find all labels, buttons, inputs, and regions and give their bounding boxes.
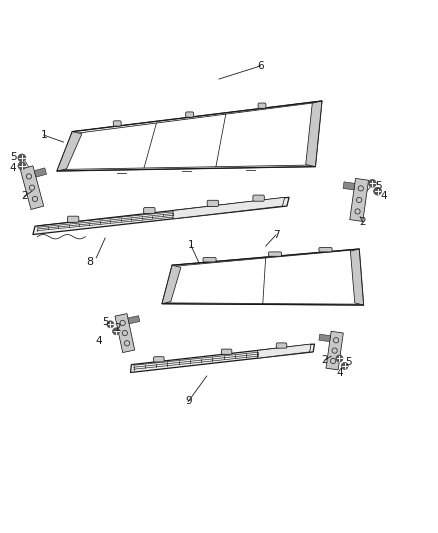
- FancyBboxPatch shape: [113, 121, 121, 126]
- Text: 4: 4: [95, 336, 102, 346]
- Text: 5: 5: [345, 357, 352, 367]
- Text: 2: 2: [21, 191, 28, 201]
- Text: 4: 4: [9, 163, 16, 173]
- Circle shape: [374, 187, 381, 195]
- Polygon shape: [62, 102, 317, 169]
- Text: 1: 1: [187, 240, 194, 251]
- Polygon shape: [162, 265, 181, 304]
- FancyBboxPatch shape: [203, 257, 216, 262]
- Polygon shape: [20, 166, 44, 209]
- Text: 5: 5: [10, 152, 17, 162]
- Text: 5: 5: [102, 317, 110, 327]
- Text: 1: 1: [40, 130, 47, 140]
- Polygon shape: [57, 132, 82, 171]
- FancyBboxPatch shape: [319, 247, 332, 252]
- Circle shape: [107, 321, 114, 328]
- Polygon shape: [162, 249, 364, 305]
- FancyBboxPatch shape: [154, 357, 164, 362]
- Polygon shape: [319, 334, 331, 342]
- Circle shape: [18, 162, 26, 169]
- Polygon shape: [57, 101, 322, 171]
- Text: 9: 9: [185, 397, 192, 406]
- Polygon shape: [258, 344, 311, 358]
- Text: 7: 7: [272, 230, 279, 240]
- FancyBboxPatch shape: [186, 112, 194, 117]
- Text: 2: 2: [359, 217, 366, 227]
- Polygon shape: [34, 168, 46, 177]
- Polygon shape: [128, 316, 140, 324]
- FancyBboxPatch shape: [253, 195, 264, 201]
- Polygon shape: [33, 197, 289, 235]
- FancyBboxPatch shape: [207, 200, 219, 206]
- Circle shape: [336, 355, 343, 362]
- Text: 5: 5: [375, 181, 382, 191]
- FancyBboxPatch shape: [67, 216, 79, 222]
- Text: 4: 4: [336, 368, 343, 378]
- Polygon shape: [350, 249, 364, 305]
- Circle shape: [113, 328, 120, 335]
- Polygon shape: [166, 250, 359, 304]
- Circle shape: [368, 179, 376, 187]
- FancyBboxPatch shape: [144, 207, 155, 214]
- Text: 4: 4: [381, 191, 388, 201]
- Polygon shape: [343, 182, 355, 190]
- FancyBboxPatch shape: [276, 343, 287, 348]
- FancyBboxPatch shape: [268, 252, 282, 256]
- Text: 2: 2: [321, 355, 328, 365]
- Polygon shape: [115, 313, 135, 352]
- Text: 8: 8: [86, 257, 93, 267]
- Text: 6: 6: [257, 61, 264, 71]
- Polygon shape: [306, 101, 322, 167]
- Polygon shape: [131, 344, 314, 373]
- FancyBboxPatch shape: [221, 349, 232, 354]
- Polygon shape: [173, 197, 285, 219]
- Circle shape: [18, 154, 26, 162]
- FancyBboxPatch shape: [258, 103, 266, 108]
- Text: 2: 2: [114, 323, 121, 333]
- Polygon shape: [350, 179, 368, 221]
- Polygon shape: [326, 332, 343, 370]
- Circle shape: [341, 362, 348, 369]
